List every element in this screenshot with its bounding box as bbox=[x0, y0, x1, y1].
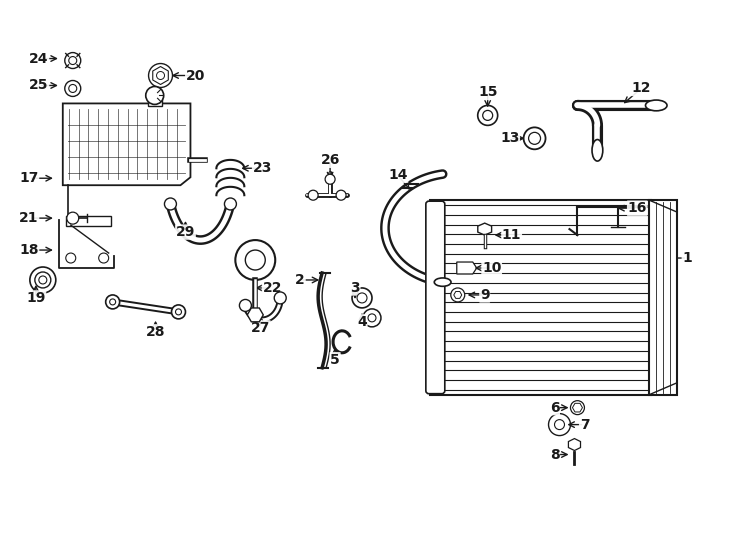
Circle shape bbox=[69, 84, 77, 92]
Text: 24: 24 bbox=[29, 51, 48, 65]
Text: 14: 14 bbox=[388, 168, 407, 182]
Text: 20: 20 bbox=[186, 69, 205, 83]
Polygon shape bbox=[568, 438, 581, 450]
Circle shape bbox=[523, 127, 545, 150]
Circle shape bbox=[239, 300, 251, 312]
Text: 25: 25 bbox=[29, 78, 48, 92]
Text: 13: 13 bbox=[500, 131, 520, 145]
Circle shape bbox=[172, 305, 186, 319]
Text: 27: 27 bbox=[250, 321, 270, 335]
Text: 12: 12 bbox=[631, 82, 651, 96]
Circle shape bbox=[34, 272, 51, 288]
Circle shape bbox=[69, 57, 77, 64]
Circle shape bbox=[325, 174, 335, 184]
Circle shape bbox=[478, 105, 498, 125]
Circle shape bbox=[30, 267, 56, 293]
Bar bbox=[650, 200, 677, 395]
Circle shape bbox=[164, 198, 176, 210]
Circle shape bbox=[236, 240, 275, 280]
Polygon shape bbox=[457, 262, 476, 274]
Circle shape bbox=[109, 299, 116, 305]
Circle shape bbox=[106, 295, 120, 309]
Circle shape bbox=[528, 132, 540, 144]
Text: 26: 26 bbox=[321, 153, 340, 167]
Circle shape bbox=[352, 288, 372, 308]
Text: 21: 21 bbox=[19, 211, 39, 225]
Polygon shape bbox=[573, 403, 583, 412]
Circle shape bbox=[451, 288, 465, 302]
Text: 23: 23 bbox=[252, 161, 272, 176]
Text: 17: 17 bbox=[19, 171, 39, 185]
Circle shape bbox=[368, 314, 376, 322]
Text: 2: 2 bbox=[295, 273, 305, 287]
Circle shape bbox=[245, 250, 265, 270]
Circle shape bbox=[156, 71, 164, 79]
Text: 22: 22 bbox=[263, 281, 282, 295]
Text: 4: 4 bbox=[357, 315, 367, 329]
Text: 1: 1 bbox=[683, 251, 692, 265]
Text: 15: 15 bbox=[478, 85, 498, 99]
Circle shape bbox=[66, 253, 76, 263]
Polygon shape bbox=[247, 308, 264, 322]
Circle shape bbox=[175, 309, 181, 315]
Text: 3: 3 bbox=[350, 281, 360, 295]
Circle shape bbox=[357, 293, 367, 303]
Ellipse shape bbox=[645, 100, 667, 111]
Text: 6: 6 bbox=[550, 401, 559, 415]
Circle shape bbox=[363, 309, 381, 327]
Text: 29: 29 bbox=[175, 225, 195, 239]
Circle shape bbox=[225, 198, 236, 210]
Circle shape bbox=[483, 110, 493, 120]
Circle shape bbox=[39, 276, 47, 284]
Polygon shape bbox=[63, 104, 190, 185]
Circle shape bbox=[148, 64, 172, 87]
Circle shape bbox=[146, 86, 164, 104]
Circle shape bbox=[98, 253, 109, 263]
Circle shape bbox=[308, 190, 318, 200]
Text: 11: 11 bbox=[502, 228, 521, 242]
Circle shape bbox=[554, 420, 564, 430]
Circle shape bbox=[570, 401, 584, 415]
Circle shape bbox=[275, 292, 286, 304]
Bar bbox=[430, 200, 651, 395]
Circle shape bbox=[67, 212, 79, 224]
Polygon shape bbox=[454, 292, 462, 299]
Bar bbox=[148, 98, 161, 106]
Text: 18: 18 bbox=[19, 243, 39, 257]
Text: 10: 10 bbox=[482, 261, 501, 275]
Text: 16: 16 bbox=[628, 201, 647, 215]
Polygon shape bbox=[478, 223, 492, 235]
Circle shape bbox=[548, 414, 570, 436]
Text: 28: 28 bbox=[146, 325, 165, 339]
FancyBboxPatch shape bbox=[426, 201, 445, 394]
Text: 5: 5 bbox=[330, 353, 340, 367]
Circle shape bbox=[336, 190, 346, 200]
Bar bbox=[66, 216, 111, 226]
Polygon shape bbox=[153, 66, 168, 84]
Ellipse shape bbox=[592, 139, 603, 161]
Text: 8: 8 bbox=[550, 448, 559, 462]
Circle shape bbox=[65, 80, 81, 97]
Circle shape bbox=[65, 52, 81, 69]
Text: 9: 9 bbox=[480, 288, 490, 302]
Text: 19: 19 bbox=[26, 291, 46, 305]
Text: 7: 7 bbox=[580, 417, 589, 431]
Ellipse shape bbox=[435, 278, 451, 286]
